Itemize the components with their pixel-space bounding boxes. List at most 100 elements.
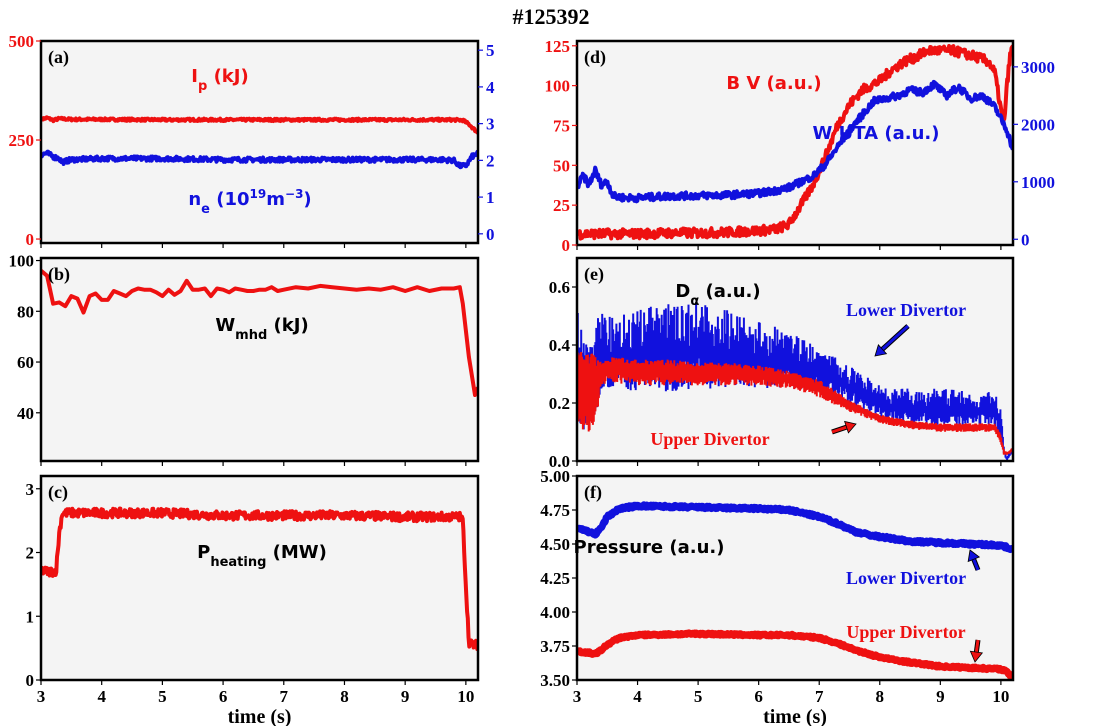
y-tick-label-right: 3 [486,115,495,134]
panel-label: (a) [48,47,69,68]
y-tick-label-left: 100 [545,77,571,96]
y-tick-label-left: 3 [26,480,35,499]
sub: p [198,79,207,94]
axes-frame [39,256,480,463]
y-tick-label-left: 5.00 [540,467,570,486]
annotation-text: (10 [210,189,250,210]
plot-area [577,501,1013,680]
sub: α [690,294,699,309]
x-tick-label: 5 [158,687,167,706]
y-tick-label-left: 0 [26,671,35,690]
x-tick-label: 4 [97,687,106,706]
x-tick-label: 4 [633,687,642,706]
annotation-text: (kJ) [207,66,248,87]
plot-area [577,44,1013,241]
y-tick-label-left: 125 [545,37,571,56]
series-ip-kj [41,115,478,135]
annotation-text: (kJ) [267,315,308,336]
y-tick-label-left: 4.00 [540,603,570,622]
y-tick-label-left: 0.2 [549,394,570,413]
series-upper-divertor-trace [577,352,1013,455]
y-tick-label-right: 0 [1021,230,1030,249]
y-tick-label-left: 2 [26,544,35,563]
y-tick-label-right: 4 [486,78,495,97]
annotation: Wmhd (kJ) [215,315,308,343]
y-tick-label-left: 0.0 [549,452,570,471]
arrow-shaft [831,425,847,434]
panel-label: (c) [48,482,68,503]
arrow-shaft [881,324,910,351]
y-tick-label-left: 3.50 [540,671,570,690]
sub: mhd [235,328,267,343]
axes-background [41,41,478,243]
y-tick-label-left: 0.6 [549,278,570,297]
annotation: W UTA (a.u.) [813,123,940,144]
y-tick-label-left: 3.75 [540,637,570,656]
sub: e [201,202,210,217]
arrow-head [967,549,981,563]
y-tick-label-right: 2 [486,151,495,170]
series-pheating-mw [41,506,478,652]
annotation: Ip (kJ) [191,66,248,94]
x-tick-label: 10 [457,687,474,706]
y-tick-label-left: 80 [17,302,34,321]
y-tick-label-right: 1 [486,188,495,207]
annotation: Pressure (a.u.) [574,537,725,558]
y-tick-label-left: 50 [553,156,570,175]
x-tick-label: 6 [219,687,228,706]
y-tick-label-left: 0 [26,230,35,249]
y-tick-label-left: 250 [9,131,35,150]
panel-b: 40 60 80 100 (b) Wmhd (kJ) [9,252,480,466]
series-upper-divertor [577,352,1013,455]
x-tick-label: 8 [340,687,349,706]
x-tick-label: 8 [876,687,885,706]
annotation-text: Upper Divertor [846,622,965,642]
annotation: Lower Divertor [846,300,966,320]
y-tick-label-right: 5 [486,41,495,60]
panel-d: 0 25 50 75 100 125 0 1000 2000 3000 (d) B V (a.u.) W… [545,37,1056,255]
annotation: Dα (a.u.) [675,281,760,309]
plot-area [41,115,478,170]
arrow-head [969,650,984,663]
x-tick-label: 7 [815,687,824,706]
x-tick-label: 6 [754,687,763,706]
annotation-text: m [266,189,285,210]
x-tick-label: 9 [401,687,410,706]
annotation-text: W [215,315,235,336]
arrow-head [844,420,857,434]
series-wmhd-kj [41,269,478,397]
panel-e: 0.0 0.2 0.4 0.6 (e) Dα (a.u.) Lower Divertor Up… [549,256,1015,471]
y-tick-label-left: 60 [17,353,34,372]
series-upper-divertor [577,629,1013,680]
y-tick-label-left: 25 [553,196,570,215]
figure-title: #125392 [513,4,590,29]
annotation-text: Lower Divertor [846,300,966,320]
panel-f: 3 4 5 6 7 8 9 10 time (s) 3.50 3.75 4.00 4.25 4.50 4.7… [540,467,1015,726]
x-tick-label: 7 [280,687,289,706]
panel-label: (f) [584,482,602,503]
annotation-text: P [197,542,210,563]
panel-label: (b) [48,264,70,285]
y-tick-label-left: 100 [9,252,35,271]
panel-label: (d) [584,47,606,68]
plot-area [41,506,478,652]
annotation-text: (MW) [266,542,327,563]
y-tick-label-right: 3000 [1021,58,1055,77]
series-b-v-a-u [577,44,1013,241]
panel-c: 3 4 5 6 7 8 9 10 time (s) 0 1 2 3 (c) Pheating (MW) [26,474,480,726]
series-lower-divertor-trace [577,302,1013,461]
plot-area [41,269,478,397]
y-tick-label-right: 0 [486,225,495,244]
x-tick-label: 10 [992,687,1009,706]
y-tick-label-left: 75 [553,116,570,135]
axes-frame [575,39,1015,247]
annotation-text: I [191,66,198,87]
annotation-text: Lower Divertor [846,568,966,588]
annotation: Pheating (MW) [197,542,327,570]
x-tick-label: 9 [936,687,945,706]
annotation-text: W UTA (a.u.) [813,123,940,144]
annotation-text: B V (a.u.) [726,73,821,94]
y-tick-label-left: 500 [9,32,35,51]
axes-frame [39,474,480,682]
